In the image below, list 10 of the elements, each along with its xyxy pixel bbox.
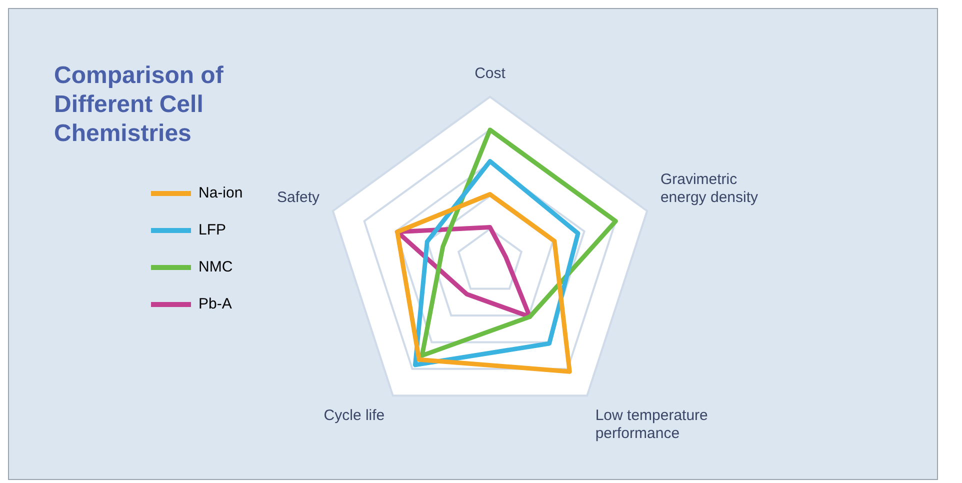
legend-label: Na-ion	[198, 184, 243, 202]
spoke-label: Low temperature performance	[595, 407, 708, 442]
spoke-label: Safety	[277, 188, 320, 206]
spoke-label: Gravimetric energy density	[660, 170, 758, 206]
spoke-label: Cost	[474, 64, 506, 82]
spoke-label: Cycle life	[324, 407, 385, 424]
legend-label: LFP	[198, 222, 226, 239]
text: Comparison of Different Cell Chemistries	[54, 61, 224, 148]
legend-label: Pb-A	[198, 296, 232, 313]
legend-label: NMC	[198, 258, 233, 276]
